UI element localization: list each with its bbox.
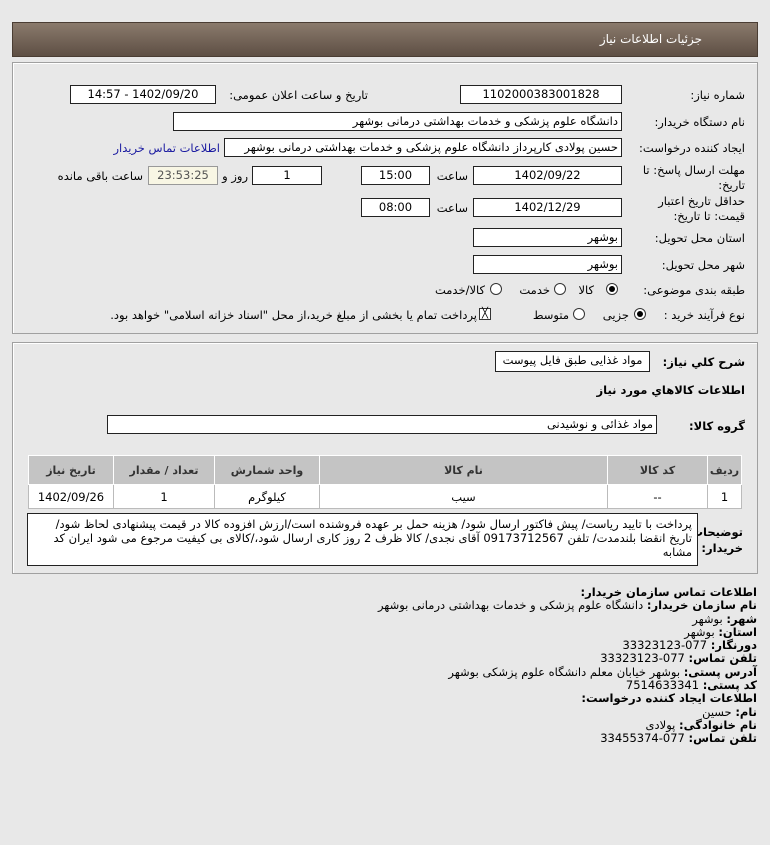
field-label: تلفن تماس:	[688, 651, 757, 666]
creator-phone: تلفن تماس: 077-33455374	[378, 732, 757, 745]
field-label: شهر:	[726, 611, 757, 626]
table-header-row: ردیف کد کالا نام کالا واحد شمارش تعداد /…	[28, 455, 742, 485]
cell-row: 1	[707, 484, 742, 509]
goods-table: ردیف کد کالا نام کالا واحد شمارش تعداد /…	[28, 455, 742, 509]
description-field: پرداخت با تایید ریاست/ پیش فاکتور ارسال …	[27, 513, 698, 566]
creator-title: اطلاعات ایجاد کننده درخواست:	[581, 691, 757, 706]
deadline-label: مهلت ارسال پاسخ: تا	[642, 163, 745, 177]
field-label: نام سازمان خریدار:	[646, 598, 757, 613]
page-header: جزئیات اطلاعات نیاز	[12, 22, 758, 57]
cell-date: 1402/09/26	[28, 484, 114, 509]
validity-time-field: 08:00	[361, 198, 430, 217]
contact-province: استان: بوشهر	[378, 624, 757, 639]
buyer-contact-link[interactable]: اطلاعات تماس خریدار	[113, 141, 220, 155]
deadline-label-2: تاریخ:	[718, 178, 745, 192]
category-radio-service[interactable]	[554, 283, 566, 295]
col-qty: تعداد / مقدار	[113, 455, 215, 485]
summary-label: شرح كلي نياز:	[662, 355, 745, 369]
field-value: 077-33455374	[600, 731, 685, 746]
days-label: روز و	[222, 169, 248, 183]
table-row: 1 -- سیب کیلوگرم 1 1402/09/26	[28, 484, 742, 509]
contact-address: آدرس پستی: بوشهر خیابان معلم دانشگاه علو…	[378, 664, 757, 679]
contact-phone: تلفن تماس: 077-33323123	[378, 652, 757, 665]
contact-title: اطلاعات تماس سازمان خریدار:	[580, 585, 757, 599]
deadline-time-label: ساعت	[436, 169, 468, 183]
validity-date-field: 1402/12/29	[473, 198, 622, 217]
cell-unit: کیلوگرم	[214, 484, 320, 509]
process-radio-medium[interactable]	[573, 308, 585, 320]
cell-name: سیب	[319, 484, 608, 509]
remaining-time-field: 23:53:25	[148, 166, 218, 185]
col-unit: واحد شمارش	[214, 455, 320, 485]
process-radio-minor[interactable]	[634, 308, 646, 320]
city-field: بوشهر	[473, 255, 622, 274]
creator-name: نام: حسین	[378, 704, 757, 719]
deadline-date-field: 1402/09/22	[473, 166, 622, 185]
col-code: کد کالا	[607, 455, 708, 485]
creator-label: ایجاد کننده درخواست:	[639, 141, 745, 155]
field-label: نام:	[735, 704, 757, 719]
need-number-field: 1102000383001828	[460, 85, 622, 104]
summary-field: مواد غذایی طبق فایل پیوست	[495, 351, 650, 372]
category-radio-goods[interactable]	[606, 283, 618, 295]
buyer-field: دانشگاه علوم پزشکی و خدمات بهداشتی درمان…	[173, 112, 622, 131]
process-minor-label: جزیی	[602, 308, 629, 322]
treasury-checkbox[interactable]: ╳	[479, 308, 491, 320]
category-goods-label: کالا	[578, 283, 594, 297]
col-date: تاریخ نیاز	[28, 455, 114, 485]
goods-group-label: گروه کالا:	[689, 419, 745, 433]
category-radio-both[interactable]	[490, 283, 502, 295]
process-label: نوع فرآیند خرید :	[663, 308, 745, 322]
category-service-label: خدمت	[519, 283, 550, 297]
cell-qty: 1	[113, 484, 215, 509]
province-label: استان محل تحویل:	[654, 231, 745, 245]
field-label: نام خانوادگی:	[679, 717, 757, 732]
creator-family: نام خانوادگی: پولادی	[378, 717, 757, 732]
page-title: جزئیات اطلاعات نیاز	[599, 32, 702, 46]
col-row: ردیف	[707, 455, 742, 485]
process-medium-label: متوسط	[532, 308, 569, 322]
field-value: بوشهر	[692, 611, 723, 626]
contact-section: اطلاعات تماس سازمان خریدار: نام سازمان خ…	[378, 585, 757, 746]
field-label: استان:	[718, 624, 757, 639]
goods-group-field: مواد غذائی و نوشیدنی	[107, 415, 657, 434]
city-label: شهر محل تحویل:	[661, 258, 745, 272]
description-label: توضیحات	[691, 525, 744, 539]
field-value: 077-33323123	[600, 651, 685, 666]
announce-field: 1402/09/20 - 14:57	[70, 85, 216, 104]
buyer-label: نام دستگاه خریدار:	[654, 115, 745, 129]
remaining-label: ساعت باقی مانده	[57, 169, 143, 183]
field-label: کد پستی:	[702, 678, 757, 693]
province-field: بوشهر	[473, 228, 622, 247]
field-value: حسین	[702, 704, 732, 719]
cell-code: --	[607, 484, 708, 509]
validity-time-label: ساعت	[436, 201, 468, 215]
category-label: طبقه بندی موضوعی:	[643, 283, 745, 297]
category-both-label: کالا/خدمت	[434, 283, 485, 297]
field-value: بوشهر	[684, 624, 715, 639]
field-label: تلفن تماس:	[688, 731, 757, 746]
validity-label-2: قیمت: تا تاریخ:	[673, 209, 745, 223]
field-value: دانشگاه علوم پزشکی و خدمات بهداشتی درمان…	[377, 598, 644, 613]
col-name: نام کالا	[319, 455, 608, 485]
contact-fax: دورنگار: 077-33323123	[378, 639, 757, 652]
field-value: بوشهر خیابان معلم دانشگاه علوم پزشکی بوش…	[448, 664, 681, 679]
field-label: آدرس پستی:	[683, 664, 757, 679]
need-number-label: شماره نیاز:	[690, 88, 745, 102]
goods-section-title: اطلاعات كالاهاي مورد نياز	[596, 383, 745, 397]
creator-field: حسین پولادی کارپرداز دانشگاه علوم پزشکی …	[224, 138, 622, 157]
treasury-note: پرداخت تمام یا بخشی از مبلغ خرید،از محل …	[110, 308, 477, 322]
description-label-2: خریدار:	[701, 541, 743, 555]
announce-label: تاریخ و ساعت اعلان عمومی:	[229, 88, 368, 102]
field-value: پولادی	[645, 717, 676, 732]
days-field: 1	[252, 166, 322, 185]
field-value: 7514633341	[625, 678, 700, 693]
contact-org: نام سازمان خریدار: دانشگاه علوم پزشکی و …	[378, 599, 757, 612]
validity-label: حداقل تاریخ اعتبار	[658, 194, 745, 208]
contact-postal: کد پستی: 7514633341	[378, 678, 757, 693]
deadline-time-field: 15:00	[361, 166, 430, 185]
field-label: دورنگار:	[710, 638, 757, 653]
contact-city: شهر: بوشهر	[378, 611, 757, 626]
field-value: 077-33323123	[622, 638, 708, 653]
